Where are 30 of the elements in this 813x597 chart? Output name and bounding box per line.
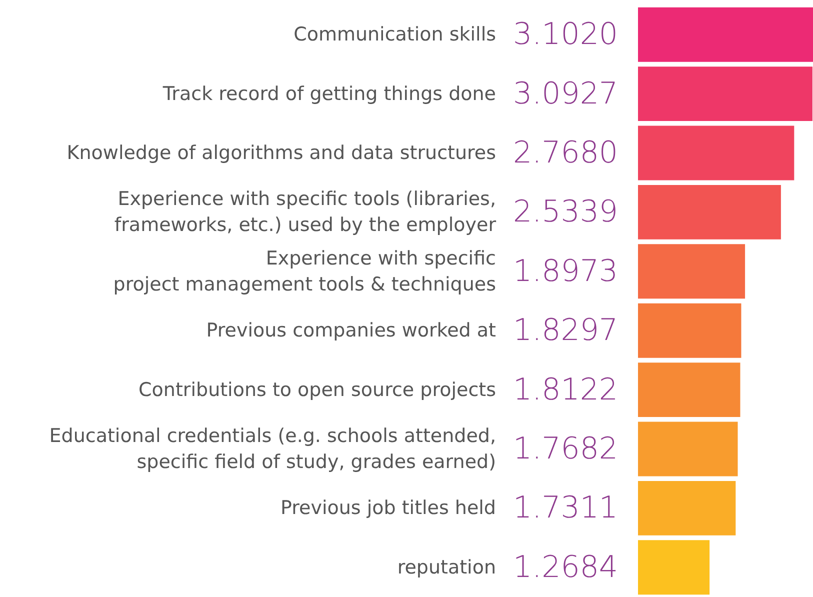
bar [638,540,710,595]
y-tick-label: Knowledge of algorithms and data structures [66,142,496,164]
y-tick-label: Previous job titles held [280,497,496,520]
data-label: 3.0927 [513,76,618,112]
data-label: 2.5339 [513,194,618,230]
y-tick-label: Experience with specific project management tools & techniques [113,247,496,296]
data-label: 3.1020 [513,17,618,52]
data-label: 1.8973 [513,254,618,289]
y-tick-label: Previous companies worked at [206,320,496,342]
bar [638,184,781,240]
bar [638,422,738,476]
bar [638,480,736,536]
y-tick-label: reputation [397,556,496,578]
y-tick-label: Experience with specific tools (libraries, frameworks, etc.) used by the employer [114,188,496,236]
bar [638,66,812,122]
y-tick-label: Communication skills [294,24,496,46]
data-label: 1.2684 [513,550,618,585]
bar [638,7,813,62]
y-tick-label: Educational credentials (e.g. schools attended, specific field of study, grades earned) [49,425,496,473]
data-label: 1.8297 [513,313,618,348]
y-tick-label: Track record of getting things done [162,82,496,105]
bar [638,362,740,418]
data-label: 2.7680 [513,136,618,170]
bar [638,303,742,358]
bar [638,244,746,299]
y-tick-label: Contributions to open source projects [138,378,496,401]
data-label: 1.7311 [513,490,618,526]
data-label: 1.7682 [513,432,618,466]
data-label: 1.8122 [513,372,618,408]
bar [638,126,794,180]
